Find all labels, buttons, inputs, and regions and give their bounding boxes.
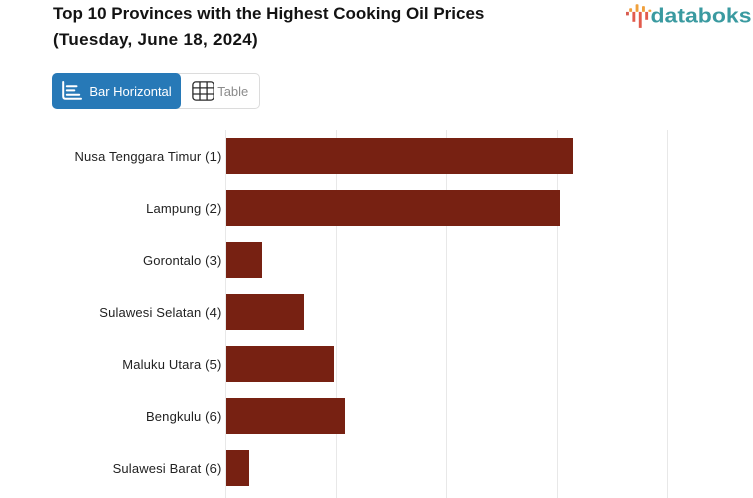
svg-text:databoks: databoks [651,6,752,28]
